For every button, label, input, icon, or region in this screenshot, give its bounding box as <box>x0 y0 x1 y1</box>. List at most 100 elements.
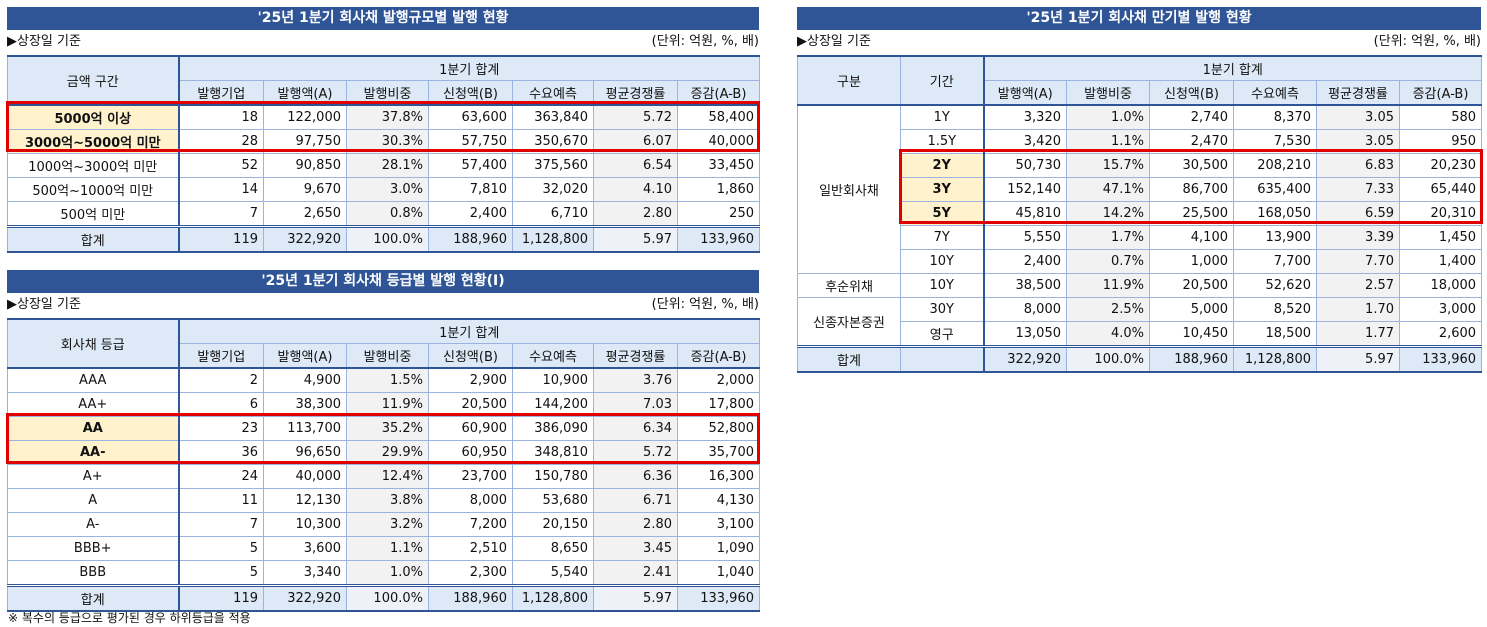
total-cell: 133,960 <box>1398 345 1483 373</box>
group-label: 일반회사채 <box>797 104 901 274</box>
cell: 3,420 <box>983 129 1067 154</box>
cell: 20,230 <box>1398 153 1483 178</box>
table-row: AA- 36 96,650 29.9% 60,950 348,810 5.72 35,700 <box>7 440 760 465</box>
cell: 20,500 <box>428 392 513 417</box>
term-label: 1.5Y <box>900 129 985 154</box>
term-label: 1Y <box>900 104 985 130</box>
row-label: BBB+ <box>7 536 180 561</box>
maturity-table: 구분 기간 1분기 합계 발행액(A) 발행비중 신청액(B) 수요예측 평균경쟁률 증감(A-… <box>797 55 1483 373</box>
cell: 152,140 <box>983 177 1067 202</box>
column-header: 증감(A-B) <box>677 343 760 369</box>
column-header: 신청액(B) <box>428 343 513 369</box>
table-row: 1.5Y 3,420 1.1% 2,470 7,530 3.05 950 <box>798 129 1483 154</box>
cell: 5.72 <box>593 104 678 130</box>
cell: 10,450 <box>1149 321 1234 347</box>
group-label: 신종자본증권 <box>797 297 901 347</box>
total-cell <box>900 345 985 373</box>
cell: 6.59 <box>1316 201 1400 226</box>
cell: 30.3% <box>346 129 429 154</box>
total-cell: 119 <box>178 225 264 253</box>
cell: 2,650 <box>263 201 347 227</box>
cell: 2.41 <box>593 560 678 586</box>
table-row: 10Y 2,400 0.7% 1,000 7,700 7.70 1,400 <box>798 249 1483 274</box>
cell: 37.8% <box>346 104 429 130</box>
row-label: 5000억 이상 <box>7 104 180 130</box>
total-cell: 1,128,800 <box>1233 345 1317 373</box>
cell: 4.10 <box>593 177 678 202</box>
term-label: 영구 <box>900 321 985 347</box>
cell: 16,300 <box>677 464 760 489</box>
term-label: 5Y <box>900 201 985 226</box>
cell: 11.9% <box>346 392 429 417</box>
total-cell: 1,128,800 <box>512 225 594 253</box>
cell: 28.1% <box>346 153 429 178</box>
cell: 50,730 <box>983 153 1067 178</box>
column-header: 신청액(B) <box>1149 80 1234 106</box>
cell: 4,100 <box>1149 225 1234 250</box>
cell: 1,400 <box>1398 249 1483 274</box>
cell: 2,300 <box>428 560 513 586</box>
column-header: 평균경쟁률 <box>593 343 678 369</box>
basis-label: ▶상장일 기준 <box>7 34 81 49</box>
cell: 8,000 <box>983 297 1067 322</box>
column-header: 발행기업 <box>178 343 264 369</box>
total-cell: 5.97 <box>593 225 678 253</box>
column-header: 평균경쟁률 <box>1316 80 1400 106</box>
maturity-table-title: '25년 1분기 회사채 만기별 발행 현황 <box>797 7 1481 30</box>
grade-table-panel: '25년 1분기 회사채 등급별 발행 현황(I) ▶상장일 기준 (단위: 억원… <box>7 270 760 612</box>
cell: 24 <box>178 464 264 489</box>
cell: 3.05 <box>1316 104 1400 130</box>
basis-label: ▶상장일 기준 <box>797 34 871 49</box>
cell: 23,700 <box>428 464 513 489</box>
total-cell: 100.0% <box>346 584 429 612</box>
total-row: 합계 119 322,920 100.0% 188,960 1,128,800 5.97 13… <box>7 225 760 253</box>
cell: 2.80 <box>593 512 678 537</box>
cell: 11 <box>178 488 264 513</box>
total-cell: 5.97 <box>593 584 678 612</box>
row-label: A+ <box>7 464 180 489</box>
cell: 7 <box>178 512 264 537</box>
term-label: 2Y <box>900 153 985 178</box>
cell: 6 <box>178 392 264 417</box>
cell: 18,500 <box>1233 321 1317 347</box>
table-row: A+ 24 40,000 12.4% 23,700 150,780 6.36 16,300 <box>7 464 760 489</box>
cell: 350,670 <box>512 129 594 154</box>
cell: 3,340 <box>263 560 347 586</box>
cell: 2,000 <box>677 367 760 393</box>
term-label: 7Y <box>900 225 985 250</box>
cell: 65,440 <box>1398 177 1483 202</box>
footnote: ※ 복수의 등급으로 평가된 경우 하위등급을 적용 <box>8 611 251 625</box>
cell: 4.0% <box>1066 321 1150 347</box>
cell: 96,650 <box>263 440 347 465</box>
cell: 1.0% <box>1066 104 1150 130</box>
table-row: A 11 12,130 3.8% 8,000 53,680 6.71 4,130 <box>7 488 760 513</box>
row-label: A- <box>7 512 180 537</box>
cell: 97,750 <box>263 129 347 154</box>
category-header: 구분 <box>797 55 901 106</box>
cell: 3.8% <box>346 488 429 513</box>
cell: 1,450 <box>1398 225 1483 250</box>
cell: 28 <box>178 129 264 154</box>
cell: 3.39 <box>1316 225 1400 250</box>
column-header: 평균경쟁률 <box>593 80 678 106</box>
table-row: 7Y 5,550 1.7% 4,100 13,900 3.39 1,450 <box>798 225 1483 250</box>
cell: 15.7% <box>1066 153 1150 178</box>
cell: 7,810 <box>428 177 513 202</box>
cell: 1,090 <box>677 536 760 561</box>
size-table-panel: '25년 1분기 회사채 발행규모별 발행 현황 ▶상장일 기준 (단위: 억원,… <box>7 7 760 253</box>
table-row: 영구 13,050 4.0% 10,450 18,500 1.77 2,600 <box>798 321 1483 347</box>
cell: 8,520 <box>1233 297 1317 322</box>
cell: 168,050 <box>1233 201 1317 226</box>
cell: 86,700 <box>1149 177 1234 202</box>
column-header: 발행액(A) <box>263 80 347 106</box>
cell: 6.83 <box>1316 153 1400 178</box>
table-row: 후순위채 10Y 38,500 11.9% 20,500 52,620 2.57 18,000 <box>797 273 1483 298</box>
cell: 7,700 <box>1233 249 1317 274</box>
cell: 1.5% <box>346 367 429 393</box>
unit-label: (단위: 억원, %, 배) <box>1373 34 1481 49</box>
column-header: 증감(A-B) <box>677 80 760 106</box>
row-label: BBB <box>7 560 180 586</box>
cell: 10,300 <box>263 512 347 537</box>
cell: 7 <box>178 201 264 227</box>
total-cell: 322,920 <box>983 345 1067 373</box>
